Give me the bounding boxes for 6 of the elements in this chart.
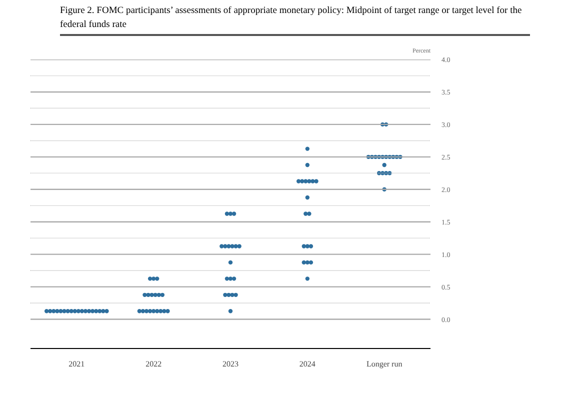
x-tick-label: 2023 [222,360,238,369]
x-tick-label: Longer run [366,360,402,369]
chart-title: Figure 2. FOMC participants’ assessments of appropriate monetary policy: Midpoint of target range or target level for the federal funds rate [60,5,523,32]
x-tick-label: 2024 [299,360,316,369]
x-tick-label: 2021 [68,360,85,369]
x-tick-label: 2022 [146,360,162,369]
